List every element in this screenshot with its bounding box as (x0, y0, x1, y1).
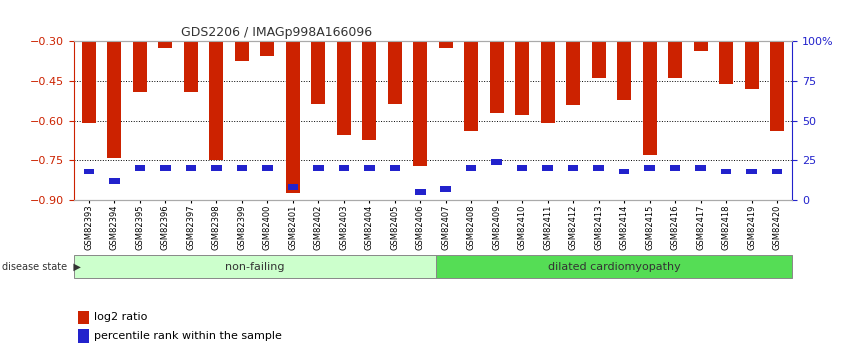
Bar (288, 185, 298, 190)
Bar (236, 166, 247, 171)
Bar (540, 41, 555, 124)
Bar (566, 41, 580, 105)
Bar (436, 255, 792, 278)
Text: dilated cardiomyopathy: dilated cardiomyopathy (547, 262, 681, 272)
Bar (82, 41, 96, 124)
Bar (339, 166, 349, 171)
Bar (719, 41, 734, 84)
Bar (670, 166, 681, 171)
Bar (593, 166, 604, 171)
Bar (694, 41, 708, 51)
Bar (441, 186, 451, 192)
Text: percentile rank within the sample: percentile rank within the sample (94, 332, 281, 341)
Bar (415, 189, 425, 195)
Bar (439, 41, 453, 48)
Bar (261, 41, 275, 56)
Bar (542, 166, 553, 171)
Bar (160, 166, 171, 171)
Bar (185, 166, 196, 171)
Bar (669, 41, 682, 78)
Bar (695, 166, 706, 171)
Bar (286, 41, 300, 194)
Bar (591, 41, 605, 78)
Bar (617, 41, 631, 100)
Bar (337, 41, 351, 135)
Bar (211, 166, 222, 171)
Bar (568, 166, 578, 171)
Bar (235, 41, 249, 61)
Bar (772, 169, 782, 175)
Bar (464, 41, 478, 131)
Bar (262, 166, 273, 171)
Bar (210, 41, 223, 160)
Bar (311, 41, 326, 104)
Bar (746, 169, 757, 175)
Bar (313, 166, 324, 171)
Bar (644, 166, 655, 171)
Bar (107, 41, 121, 158)
Text: non-failing: non-failing (225, 262, 284, 272)
Bar (413, 41, 427, 166)
Bar (492, 159, 502, 165)
Bar (721, 169, 732, 175)
Bar (466, 166, 476, 171)
Bar (745, 41, 759, 89)
Bar (515, 41, 529, 116)
Bar (390, 166, 400, 171)
Bar (74, 255, 436, 278)
Text: disease state  ▶: disease state ▶ (2, 262, 81, 272)
Bar (364, 166, 374, 171)
Bar (619, 169, 630, 175)
Bar (109, 178, 120, 184)
Bar (132, 41, 147, 92)
Bar (84, 169, 94, 175)
Bar (770, 41, 784, 131)
Bar (184, 41, 197, 92)
Text: log2 ratio: log2 ratio (94, 313, 147, 322)
Bar (134, 166, 145, 171)
Bar (158, 41, 172, 48)
Bar (388, 41, 402, 104)
Text: GDS2206 / IMAGp998A166096: GDS2206 / IMAGp998A166096 (182, 26, 372, 39)
Bar (517, 166, 527, 171)
Bar (489, 41, 504, 113)
Bar (362, 41, 377, 140)
Bar (643, 41, 656, 155)
